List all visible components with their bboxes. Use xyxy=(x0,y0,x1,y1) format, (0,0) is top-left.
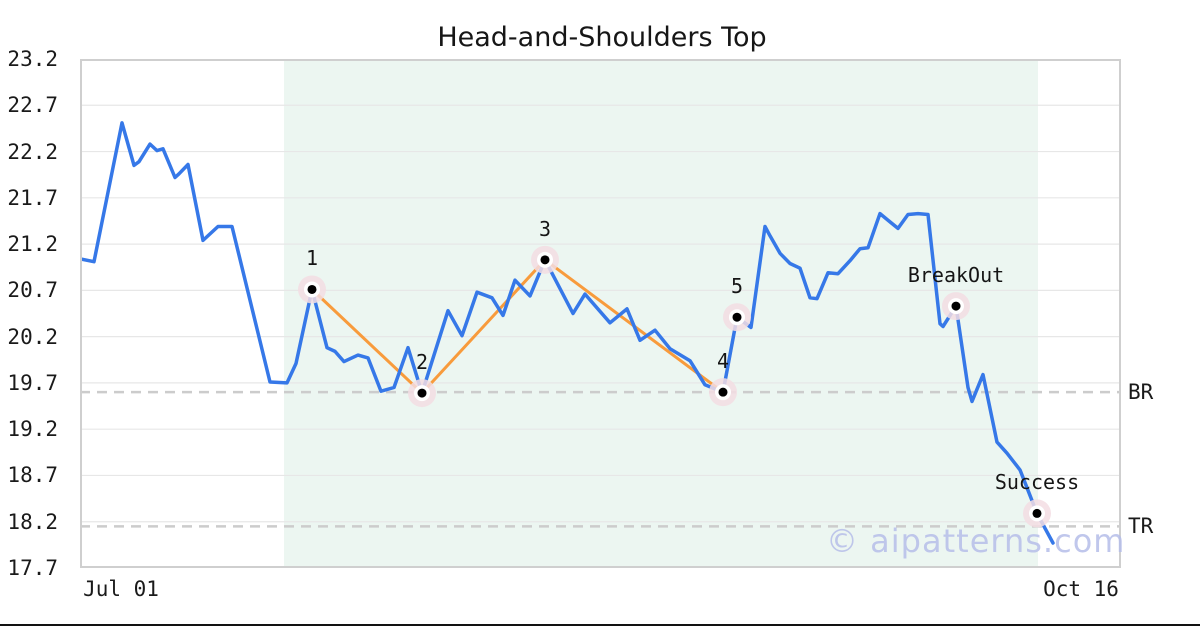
pattern-label-success: Success xyxy=(994,470,1080,495)
marker-dot xyxy=(540,255,550,265)
pattern-label-5: 5 xyxy=(730,274,744,299)
chart-title: Head-and-Shoulders Top xyxy=(437,22,767,53)
y-tick-label: 21.7 xyxy=(7,185,58,210)
y-tick-label: 17.7 xyxy=(7,556,58,580)
pattern-label-2: 2 xyxy=(415,350,429,375)
y-tick-label: 22.2 xyxy=(7,139,58,164)
pattern-label-1: 1 xyxy=(305,246,319,271)
y-tick-label: 20.7 xyxy=(7,278,58,303)
y-tick-label: 20.2 xyxy=(7,324,58,349)
y-tick-label: 23.2 xyxy=(7,47,58,71)
x-tick-label: Jul 01 xyxy=(83,577,159,601)
x-tick-label: Oct 16 xyxy=(1043,577,1119,601)
pattern-label-breakout: BreakOut xyxy=(907,263,1005,288)
plot-area xyxy=(80,59,1121,568)
marker-dot xyxy=(417,388,427,398)
watermark: © aipatterns.com xyxy=(826,522,1126,560)
marker-dot xyxy=(307,284,317,294)
level-label-br: BR xyxy=(1128,380,1154,405)
y-tick-label: 21.2 xyxy=(7,232,58,257)
y-tick-label: 22.7 xyxy=(7,93,58,118)
marker-dot xyxy=(732,312,742,322)
y-tick-label: 19.7 xyxy=(7,370,58,395)
y-tick-label: 18.2 xyxy=(7,509,58,534)
pattern-label-3: 3 xyxy=(538,216,552,241)
marker-dot xyxy=(718,387,728,397)
marker-dot xyxy=(951,301,961,311)
level-label-tr: TR xyxy=(1128,514,1154,539)
footer-rule xyxy=(0,624,1200,626)
pattern-shaded-region xyxy=(284,59,1038,568)
y-tick-label: 19.2 xyxy=(7,417,58,442)
y-tick-label: 18.7 xyxy=(7,463,58,488)
plot-border xyxy=(80,59,1121,568)
pattern-label-4: 4 xyxy=(716,349,730,374)
price-line xyxy=(80,121,1055,545)
marker-dot xyxy=(1032,508,1042,518)
